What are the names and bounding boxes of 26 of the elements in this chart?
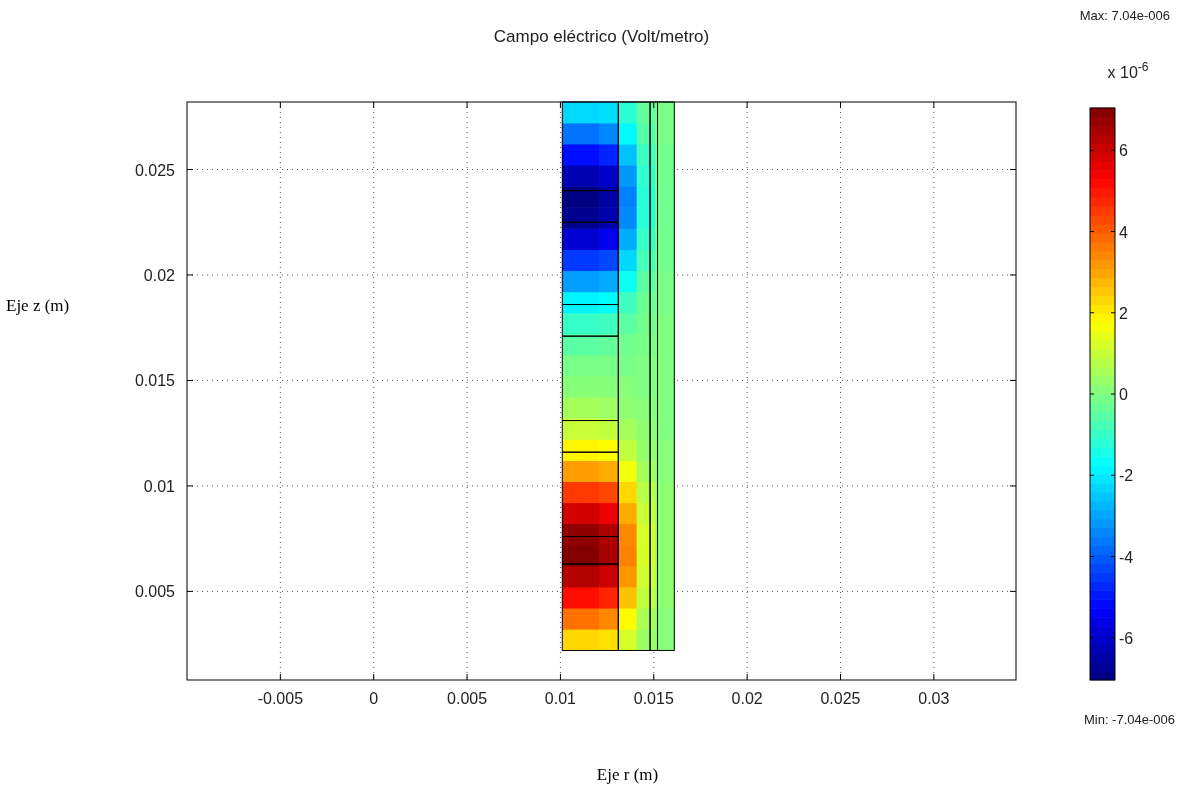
- y-axis-title: Eje z (m): [6, 296, 70, 315]
- x-tick-label: 0.005: [447, 690, 488, 707]
- y-tick-label: 0.025: [134, 161, 176, 179]
- color-bar-label: -4: [1119, 548, 1134, 566]
- x-axis-title: Eje r (m): [596, 765, 659, 784]
- color-bar-label: 2: [1119, 304, 1128, 322]
- text: Min: -7.04e-006: [1083, 712, 1175, 727]
- color-bar-label: 0: [1119, 386, 1128, 403]
- x-tick-label: 0.02: [731, 690, 763, 707]
- x-tick-label: 0.03: [918, 690, 950, 707]
- text: Max: 7.04e-006: [1079, 8, 1170, 23]
- color-bar-label: 6: [1119, 142, 1128, 160]
- color-bar-title: x 10$^{-6}$: [1107, 60, 1149, 81]
- y-tick-label: 0.02: [143, 266, 176, 284]
- color-bar-label: -2: [1119, 467, 1134, 485]
- y-tick-label: 0.005: [134, 583, 176, 601]
- x-tick-label: 0.015: [633, 690, 674, 707]
- color-bar-label: -6: [1119, 629, 1134, 647]
- chart-title: Campo eléctrico (Volt/metro): [493, 27, 710, 46]
- x-tick-label: 0.025: [820, 690, 861, 707]
- x-tick-label: 0.01: [544, 690, 577, 707]
- y-tick-label: 0.015: [134, 372, 176, 390]
- x-tick-label: -0.005: [257, 690, 304, 707]
- x-tick-label: 0: [369, 690, 379, 707]
- color-bar-label: 4: [1119, 223, 1128, 241]
- y-tick-label: 0.01: [143, 477, 176, 495]
